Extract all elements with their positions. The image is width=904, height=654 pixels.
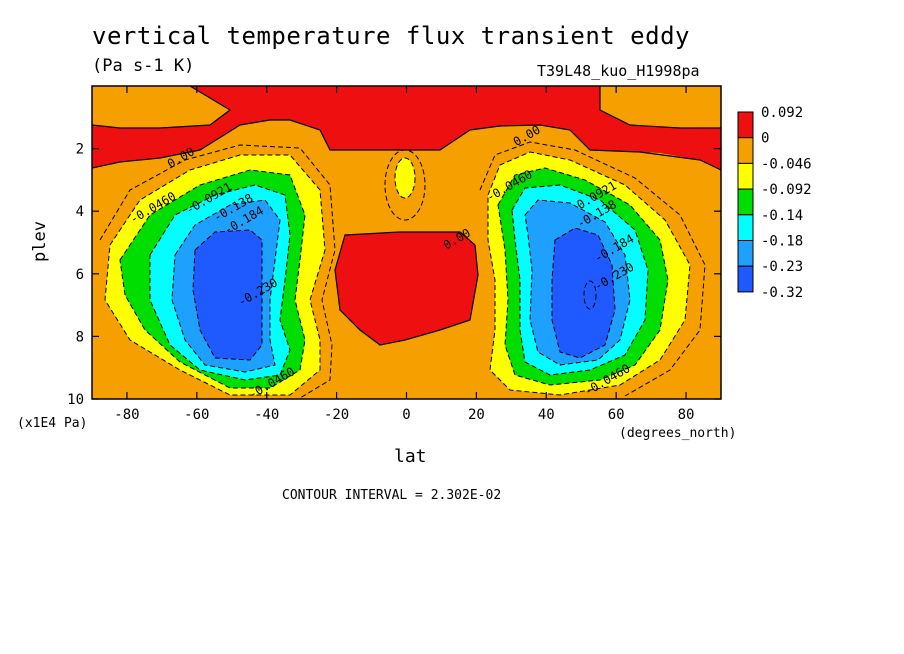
x-tick-label: 20 <box>468 407 485 423</box>
colorbar-swatch <box>737 188 754 216</box>
field-orange-top-left <box>92 86 230 128</box>
left-low <box>105 155 325 395</box>
colorbar-label: -0.092 <box>761 182 812 198</box>
run-id: T39L48_kuo_H1998pa <box>537 62 700 80</box>
contour-interval: CONTOUR INTERVAL = 2.302E-02 <box>282 488 502 503</box>
plot-area: 0.000.000.00-0.0460 -0.0921-0.138-0.184-0… <box>92 86 721 399</box>
colorbar-swatch <box>737 162 754 190</box>
contour-lines <box>92 86 721 346</box>
x-tick-label: -80 <box>114 407 139 423</box>
x-tick-label: -60 <box>184 407 209 423</box>
colorbar-swatch <box>737 214 754 242</box>
y-tick-label: 8 <box>76 329 84 345</box>
y-tick-label: 6 <box>76 267 84 283</box>
x-tick-label: 80 <box>678 407 695 423</box>
y-tick-label: 4 <box>76 204 84 220</box>
x-tick-label: -40 <box>254 407 279 423</box>
colorbar: 0.092 0 -0.046 -0.092 -0.14 -0.18 -0.23 -0.32 <box>737 105 812 301</box>
colorbar-swatch <box>737 137 754 164</box>
axes: -80 -60 -40 -20 0 20 40 60 80 2 4 6 8 10 <box>67 86 721 423</box>
x-tick-label: 40 <box>538 407 555 423</box>
x-tick-label: -20 <box>324 407 349 423</box>
field-red-top <box>92 86 721 170</box>
colorbar-label: -0.23 <box>761 259 803 275</box>
field-yellow-center <box>395 158 415 198</box>
colorbar-label: -0.32 <box>761 285 803 301</box>
colorbar-swatch <box>737 111 754 139</box>
chart-title: vertical temperature flux transient eddy <box>92 22 690 50</box>
y-axis-units: (x1E4 Pa) <box>17 416 88 431</box>
colorbar-swatch <box>737 240 754 267</box>
y-tick-label: 2 <box>76 142 84 158</box>
colorbar-label: 0 <box>761 131 769 147</box>
y-tick-label: 10 <box>67 392 84 408</box>
x-axis-label: lat <box>394 446 427 467</box>
field-red-center <box>335 232 478 345</box>
colorbar-swatch <box>737 265 754 293</box>
x-tick-label: 60 <box>608 407 625 423</box>
colorbar-label: -0.18 <box>761 234 803 250</box>
field-orange-top-right <box>600 86 721 128</box>
chart-units: (Pa s-1 K) <box>92 56 195 76</box>
dashed-contours <box>99 141 706 399</box>
colorbar-label: 0.092 <box>761 105 803 121</box>
colorbar-label: -0.046 <box>761 156 812 172</box>
colorbar-label: -0.14 <box>761 208 803 224</box>
x-axis-units: (degrees_north) <box>619 426 737 441</box>
x-tick-label: 0 <box>402 407 410 423</box>
right-low <box>488 152 690 395</box>
